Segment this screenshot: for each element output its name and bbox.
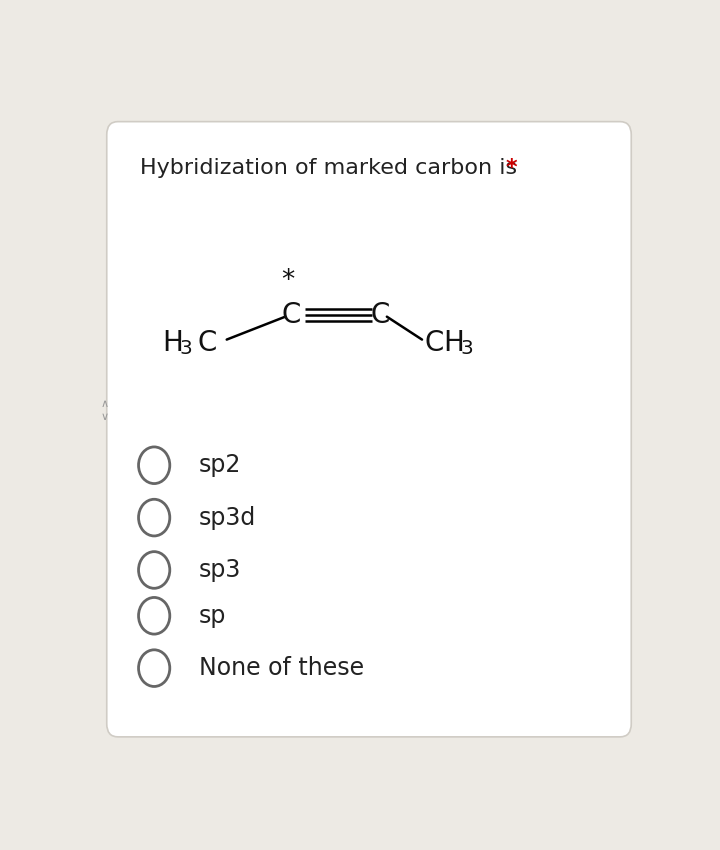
Text: C: C bbox=[371, 301, 390, 329]
Text: *: * bbox=[282, 268, 294, 294]
Text: Hybridization of marked carbon is: Hybridization of marked carbon is bbox=[140, 157, 524, 178]
Text: C: C bbox=[425, 329, 444, 357]
Text: H: H bbox=[444, 329, 464, 357]
Text: sp2: sp2 bbox=[199, 453, 241, 477]
Text: C: C bbox=[282, 301, 300, 329]
Text: C: C bbox=[198, 329, 217, 357]
Text: None of these: None of these bbox=[199, 656, 364, 680]
FancyBboxPatch shape bbox=[107, 122, 631, 737]
Text: 3: 3 bbox=[179, 338, 192, 358]
Text: *: * bbox=[505, 157, 518, 178]
Text: ∨: ∨ bbox=[101, 412, 109, 422]
Text: ∧: ∧ bbox=[101, 400, 109, 410]
Text: sp3: sp3 bbox=[199, 558, 241, 582]
Text: sp3d: sp3d bbox=[199, 506, 256, 530]
Text: H: H bbox=[163, 329, 184, 357]
Text: sp: sp bbox=[199, 604, 226, 628]
Text: 3: 3 bbox=[460, 338, 473, 358]
